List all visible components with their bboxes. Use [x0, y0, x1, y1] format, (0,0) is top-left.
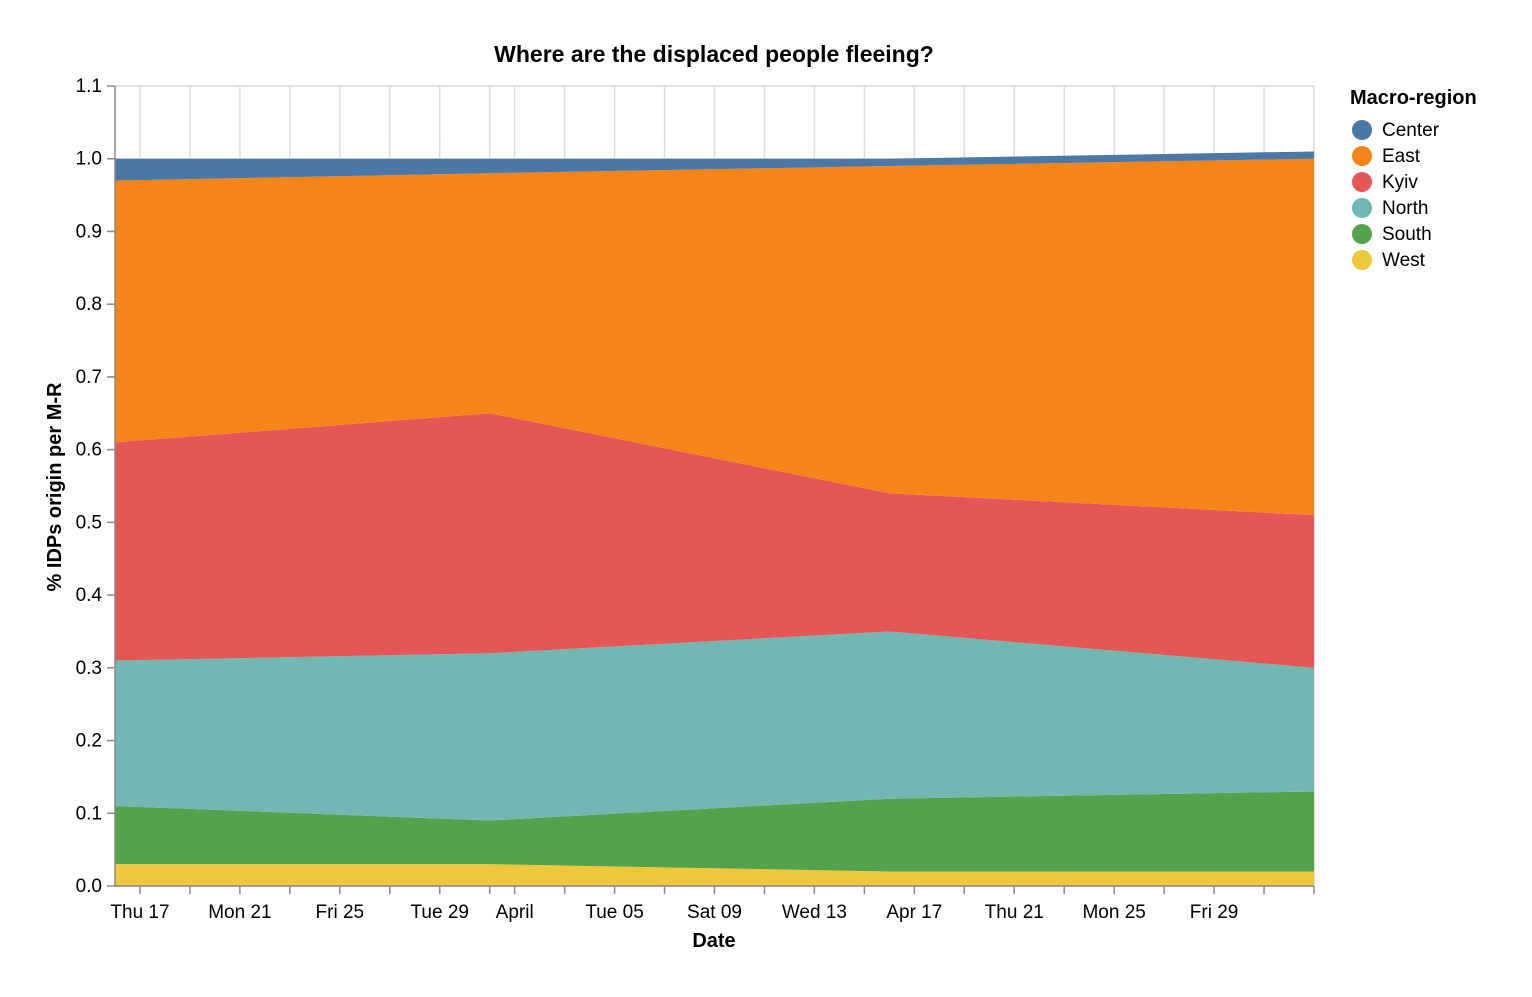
legend-item-west: West — [1352, 250, 1426, 271]
area-west — [115, 864, 1314, 886]
area-north — [115, 631, 1314, 821]
legend: Macro-region Center East Kyiv North South Wes… — [1350, 87, 1477, 271]
legend-swatch — [1352, 224, 1372, 244]
y-tick-label: 0.6 — [76, 440, 102, 461]
legend-item-center: Center — [1352, 120, 1440, 141]
legend-item-kyiv: Kyiv — [1352, 172, 1418, 193]
legend-items: Center East Kyiv North South West — [1352, 120, 1440, 271]
legend-label: East — [1382, 146, 1421, 167]
legend-label: North — [1382, 198, 1428, 219]
x-tick-label: Mon 21 — [208, 902, 271, 923]
legend-label: South — [1382, 224, 1432, 245]
x-tick-label: Sat 09 — [687, 902, 742, 923]
y-tick-label: 0.1 — [76, 803, 102, 824]
x-tick-label: Thu 21 — [985, 902, 1044, 923]
y-tick-label: 0.5 — [76, 512, 102, 533]
area-center — [115, 151, 1314, 181]
x-tick-label: Apr 17 — [886, 902, 942, 923]
legend-swatch — [1352, 172, 1372, 192]
legend-swatch — [1352, 250, 1372, 270]
x-tick-label: Tue 05 — [585, 902, 643, 923]
y-tick-label: 0.9 — [76, 221, 102, 242]
legend-item-south: South — [1352, 224, 1432, 245]
area-layer — [115, 151, 1314, 886]
y-tick-label: 0.8 — [76, 294, 102, 315]
x-tick-label: Fri 25 — [316, 902, 365, 923]
legend-label: West — [1382, 250, 1426, 271]
x-tick-label: April — [496, 902, 534, 923]
legend-label: Kyiv — [1382, 172, 1418, 193]
area-east — [115, 158, 1314, 516]
x-tick-label: Tue 29 — [411, 902, 469, 923]
y-tick-label: 0.4 — [76, 585, 103, 606]
y-tick-label: 0.3 — [76, 658, 102, 679]
legend-swatch — [1352, 146, 1372, 166]
y-tick-label: 0.0 — [76, 876, 102, 897]
chart-title: Where are the displaced people fleeing? — [494, 41, 934, 67]
x-tick-label: Thu 17 — [110, 902, 169, 923]
y-tick-label: 0.2 — [76, 731, 102, 752]
legend-swatch — [1352, 120, 1372, 140]
legend-swatch — [1352, 198, 1372, 218]
x-tick-label: Fri 29 — [1190, 902, 1239, 923]
y-tick-label: 0.7 — [76, 367, 102, 388]
y-tick-label: 1.1 — [76, 76, 102, 97]
y-tick-label: 1.0 — [76, 149, 102, 170]
legend-label: Center — [1382, 120, 1440, 141]
x-tick-label: Mon 25 — [1082, 902, 1145, 923]
axis-layer: 0.0 0.1 0.2 0.3 0.4 0.5 0.6 0.7 0.8 0.9 1.0 1.1 Thu … — [76, 76, 1315, 923]
area-south — [115, 791, 1314, 872]
legend-item-east: East — [1352, 146, 1421, 167]
x-axis-title: Date — [692, 930, 735, 952]
y-axis-title: % IDPs origin per M-R — [44, 382, 66, 591]
x-tick-label: Wed 13 — [782, 902, 847, 923]
legend-item-north: North — [1352, 198, 1428, 219]
area-kyiv — [115, 413, 1314, 668]
legend-title: Macro-region — [1350, 87, 1477, 109]
